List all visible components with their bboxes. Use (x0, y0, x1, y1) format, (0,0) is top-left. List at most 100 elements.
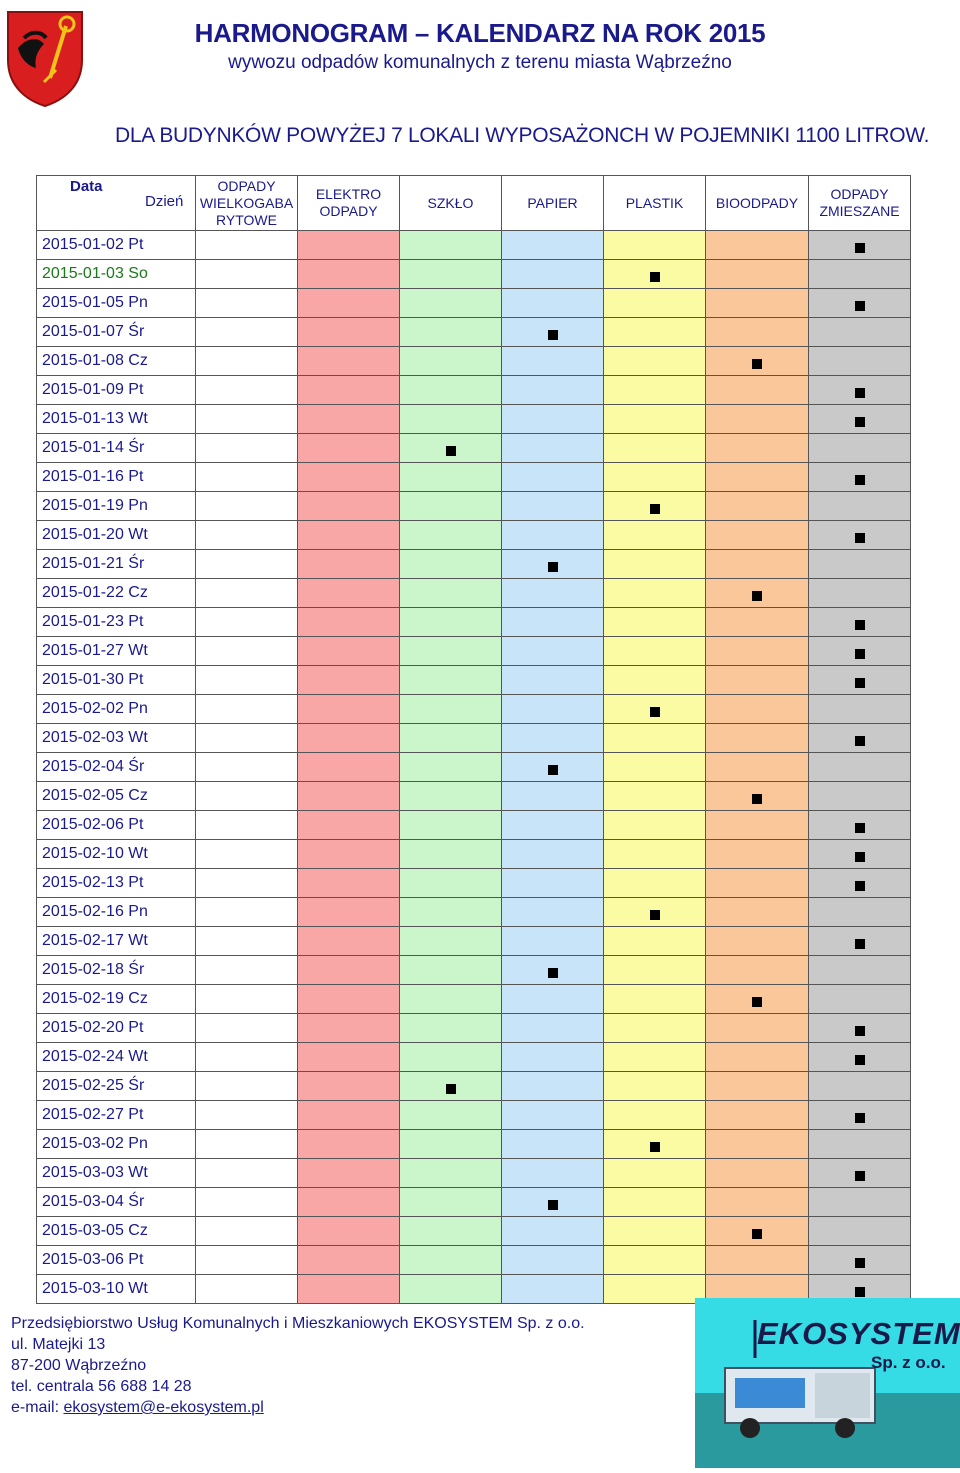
cell-szklo (399, 317, 502, 347)
day-value: Cz (128, 787, 148, 804)
table-row: 2015-01-13 Wt (36, 404, 911, 434)
cell-plastik (603, 665, 706, 695)
pickup-marker-icon (854, 736, 865, 746)
date-cell: 2015-01-14 Śr (36, 433, 196, 463)
cell-elektroodpady (297, 259, 400, 289)
pickup-marker-icon (547, 1200, 558, 1210)
table-row: 2015-03-06 Pt (36, 1245, 911, 1275)
table-row: 2015-02-04 Śr (36, 752, 911, 782)
cell-zmieszane (808, 520, 911, 550)
date-value: 2015-03-06 (42, 1251, 124, 1268)
email-link[interactable]: ekosystem@e-ekosystem.pl (63, 1399, 264, 1416)
cell-plastik (603, 1274, 706, 1304)
cell-plastik (603, 868, 706, 898)
cell-szklo (399, 1158, 502, 1188)
cell-elektroodpady (297, 723, 400, 753)
date-cell: 2015-03-05 Cz (36, 1216, 196, 1246)
cell-szklo (399, 607, 502, 637)
cell-elektroodpady (297, 984, 400, 1014)
cell-plastik (603, 578, 706, 608)
column-header-elektroodpady: ELEKTRO ODPADY (297, 175, 400, 231)
table-row: 2015-01-22 Cz (36, 578, 911, 608)
date-cell: 2015-02-16 Pn (36, 897, 196, 927)
table-row: 2015-01-05 Pn (36, 288, 911, 318)
cell-papier (501, 433, 604, 463)
pickup-marker-icon (445, 446, 456, 456)
table-row: 2015-01-19 Pn (36, 491, 911, 521)
cell-elektroodpady (297, 578, 400, 608)
day-value: Wt (128, 729, 148, 746)
cell-szklo (399, 955, 502, 985)
cell-elektroodpady (297, 433, 400, 463)
table-row: 2015-02-25 Śr (36, 1071, 911, 1101)
cell-wielkogabarytowe (195, 520, 298, 550)
date-column-header: Data Dzień (36, 175, 196, 231)
pickup-marker-icon (854, 678, 865, 688)
cell-elektroodpady (297, 1158, 400, 1188)
cell-bioodpady (705, 1216, 809, 1246)
column-header-szklo: SZKŁO (399, 175, 502, 231)
day-value: Pt (128, 671, 144, 688)
cell-bioodpady (705, 288, 809, 318)
cell-zmieszane (808, 955, 911, 985)
cell-bioodpady (705, 317, 809, 347)
company-city: 87-200 Wąbrzeźno (11, 1357, 147, 1374)
cell-wielkogabarytowe (195, 491, 298, 521)
date-value: 2015-02-16 (42, 903, 124, 920)
cell-szklo (399, 346, 502, 376)
day-value: Śr (128, 961, 145, 978)
cell-bioodpady (705, 723, 809, 753)
cell-szklo (399, 723, 502, 753)
cell-plastik (603, 1216, 706, 1246)
cell-plastik (603, 1158, 706, 1188)
cell-szklo (399, 549, 502, 579)
cell-zmieszane (808, 1187, 911, 1217)
cell-plastik (603, 1013, 706, 1043)
cell-zmieszane (808, 1216, 911, 1246)
section-heading: DLA BUDYNKÓW POWYŻEJ 7 LOKALI WYPOSAŻONC… (115, 124, 930, 147)
cell-papier (501, 810, 604, 840)
date-cell: 2015-01-23 Pt (36, 607, 196, 637)
cell-wielkogabarytowe (195, 462, 298, 492)
cell-bioodpady (705, 781, 809, 811)
cell-papier (501, 1042, 604, 1072)
cell-elektroodpady (297, 1071, 400, 1101)
cell-wielkogabarytowe (195, 752, 298, 782)
pickup-marker-icon (854, 1258, 865, 1268)
date-value: 2015-01-07 (42, 323, 124, 340)
cell-zmieszane (808, 491, 911, 521)
pickup-marker-icon (854, 1113, 865, 1123)
cell-szklo (399, 636, 502, 666)
table-row: 2015-02-19 Cz (36, 984, 911, 1014)
cell-wielkogabarytowe (195, 549, 298, 579)
day-value: Pt (128, 816, 144, 833)
date-cell: 2015-02-20 Pt (36, 1013, 196, 1043)
cell-wielkogabarytowe (195, 1245, 298, 1275)
ekosystem-logo: EKOSYSTEM Sp. z o.o. (695, 1298, 960, 1468)
cell-zmieszane (808, 578, 911, 608)
table-row: 2015-02-27 Pt (36, 1100, 911, 1130)
cell-bioodpady (705, 346, 809, 376)
cell-elektroodpady (297, 230, 400, 260)
cell-plastik (603, 781, 706, 811)
cell-elektroodpady (297, 955, 400, 985)
day-value: So (128, 265, 148, 282)
table-row: 2015-01-21 Śr (36, 549, 911, 579)
cell-papier (501, 462, 604, 492)
cell-wielkogabarytowe (195, 1158, 298, 1188)
date-cell: 2015-01-03 So (36, 259, 196, 289)
cell-plastik (603, 607, 706, 637)
cell-elektroodpady (297, 665, 400, 695)
page-subtitle: wywozu odpadów komunalnych z terenu mias… (228, 52, 732, 73)
table-row: 2015-02-05 Cz (36, 781, 911, 811)
date-value: 2015-02-13 (42, 874, 124, 891)
cell-plastik (603, 433, 706, 463)
date-value: 2015-02-20 (42, 1019, 124, 1036)
table-row: 2015-02-10 Wt (36, 839, 911, 869)
cell-papier (501, 578, 604, 608)
cell-zmieszane (808, 375, 911, 405)
day-value: Pt (128, 1106, 144, 1123)
cell-bioodpady (705, 491, 809, 521)
cell-elektroodpady (297, 897, 400, 927)
cell-wielkogabarytowe (195, 868, 298, 898)
